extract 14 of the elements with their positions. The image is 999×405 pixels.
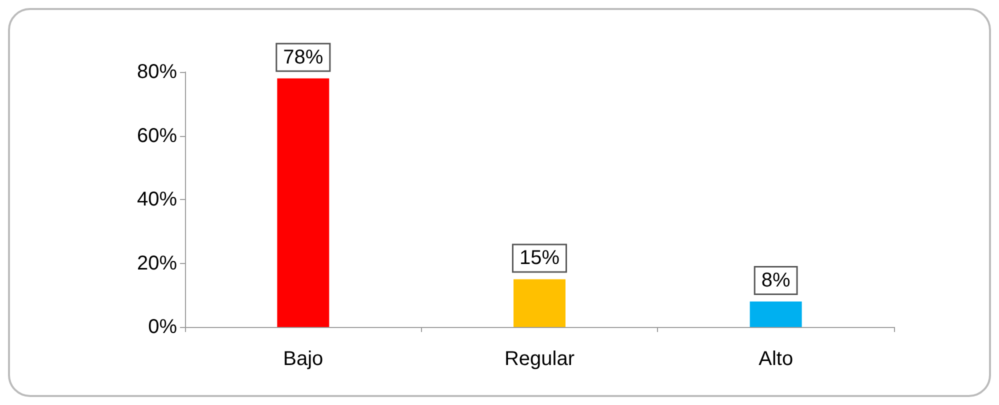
data-label: 78% bbox=[283, 46, 324, 68]
y-tick-label: 80% bbox=[136, 61, 178, 83]
x-tick-label: Alto bbox=[758, 348, 794, 370]
bar bbox=[514, 279, 566, 327]
y-tick-label: 0% bbox=[148, 316, 178, 338]
x-tick-label: Regular bbox=[504, 348, 575, 370]
x-tick-label: Bajo bbox=[283, 348, 324, 370]
bar bbox=[277, 78, 330, 327]
data-label: 8% bbox=[761, 270, 791, 292]
data-label: 15% bbox=[519, 247, 560, 270]
y-tick-label: 20% bbox=[136, 252, 178, 274]
y-tick-label: 60% bbox=[136, 124, 178, 147]
bar bbox=[750, 302, 802, 327]
y-tick-label: 40% bbox=[136, 188, 178, 210]
